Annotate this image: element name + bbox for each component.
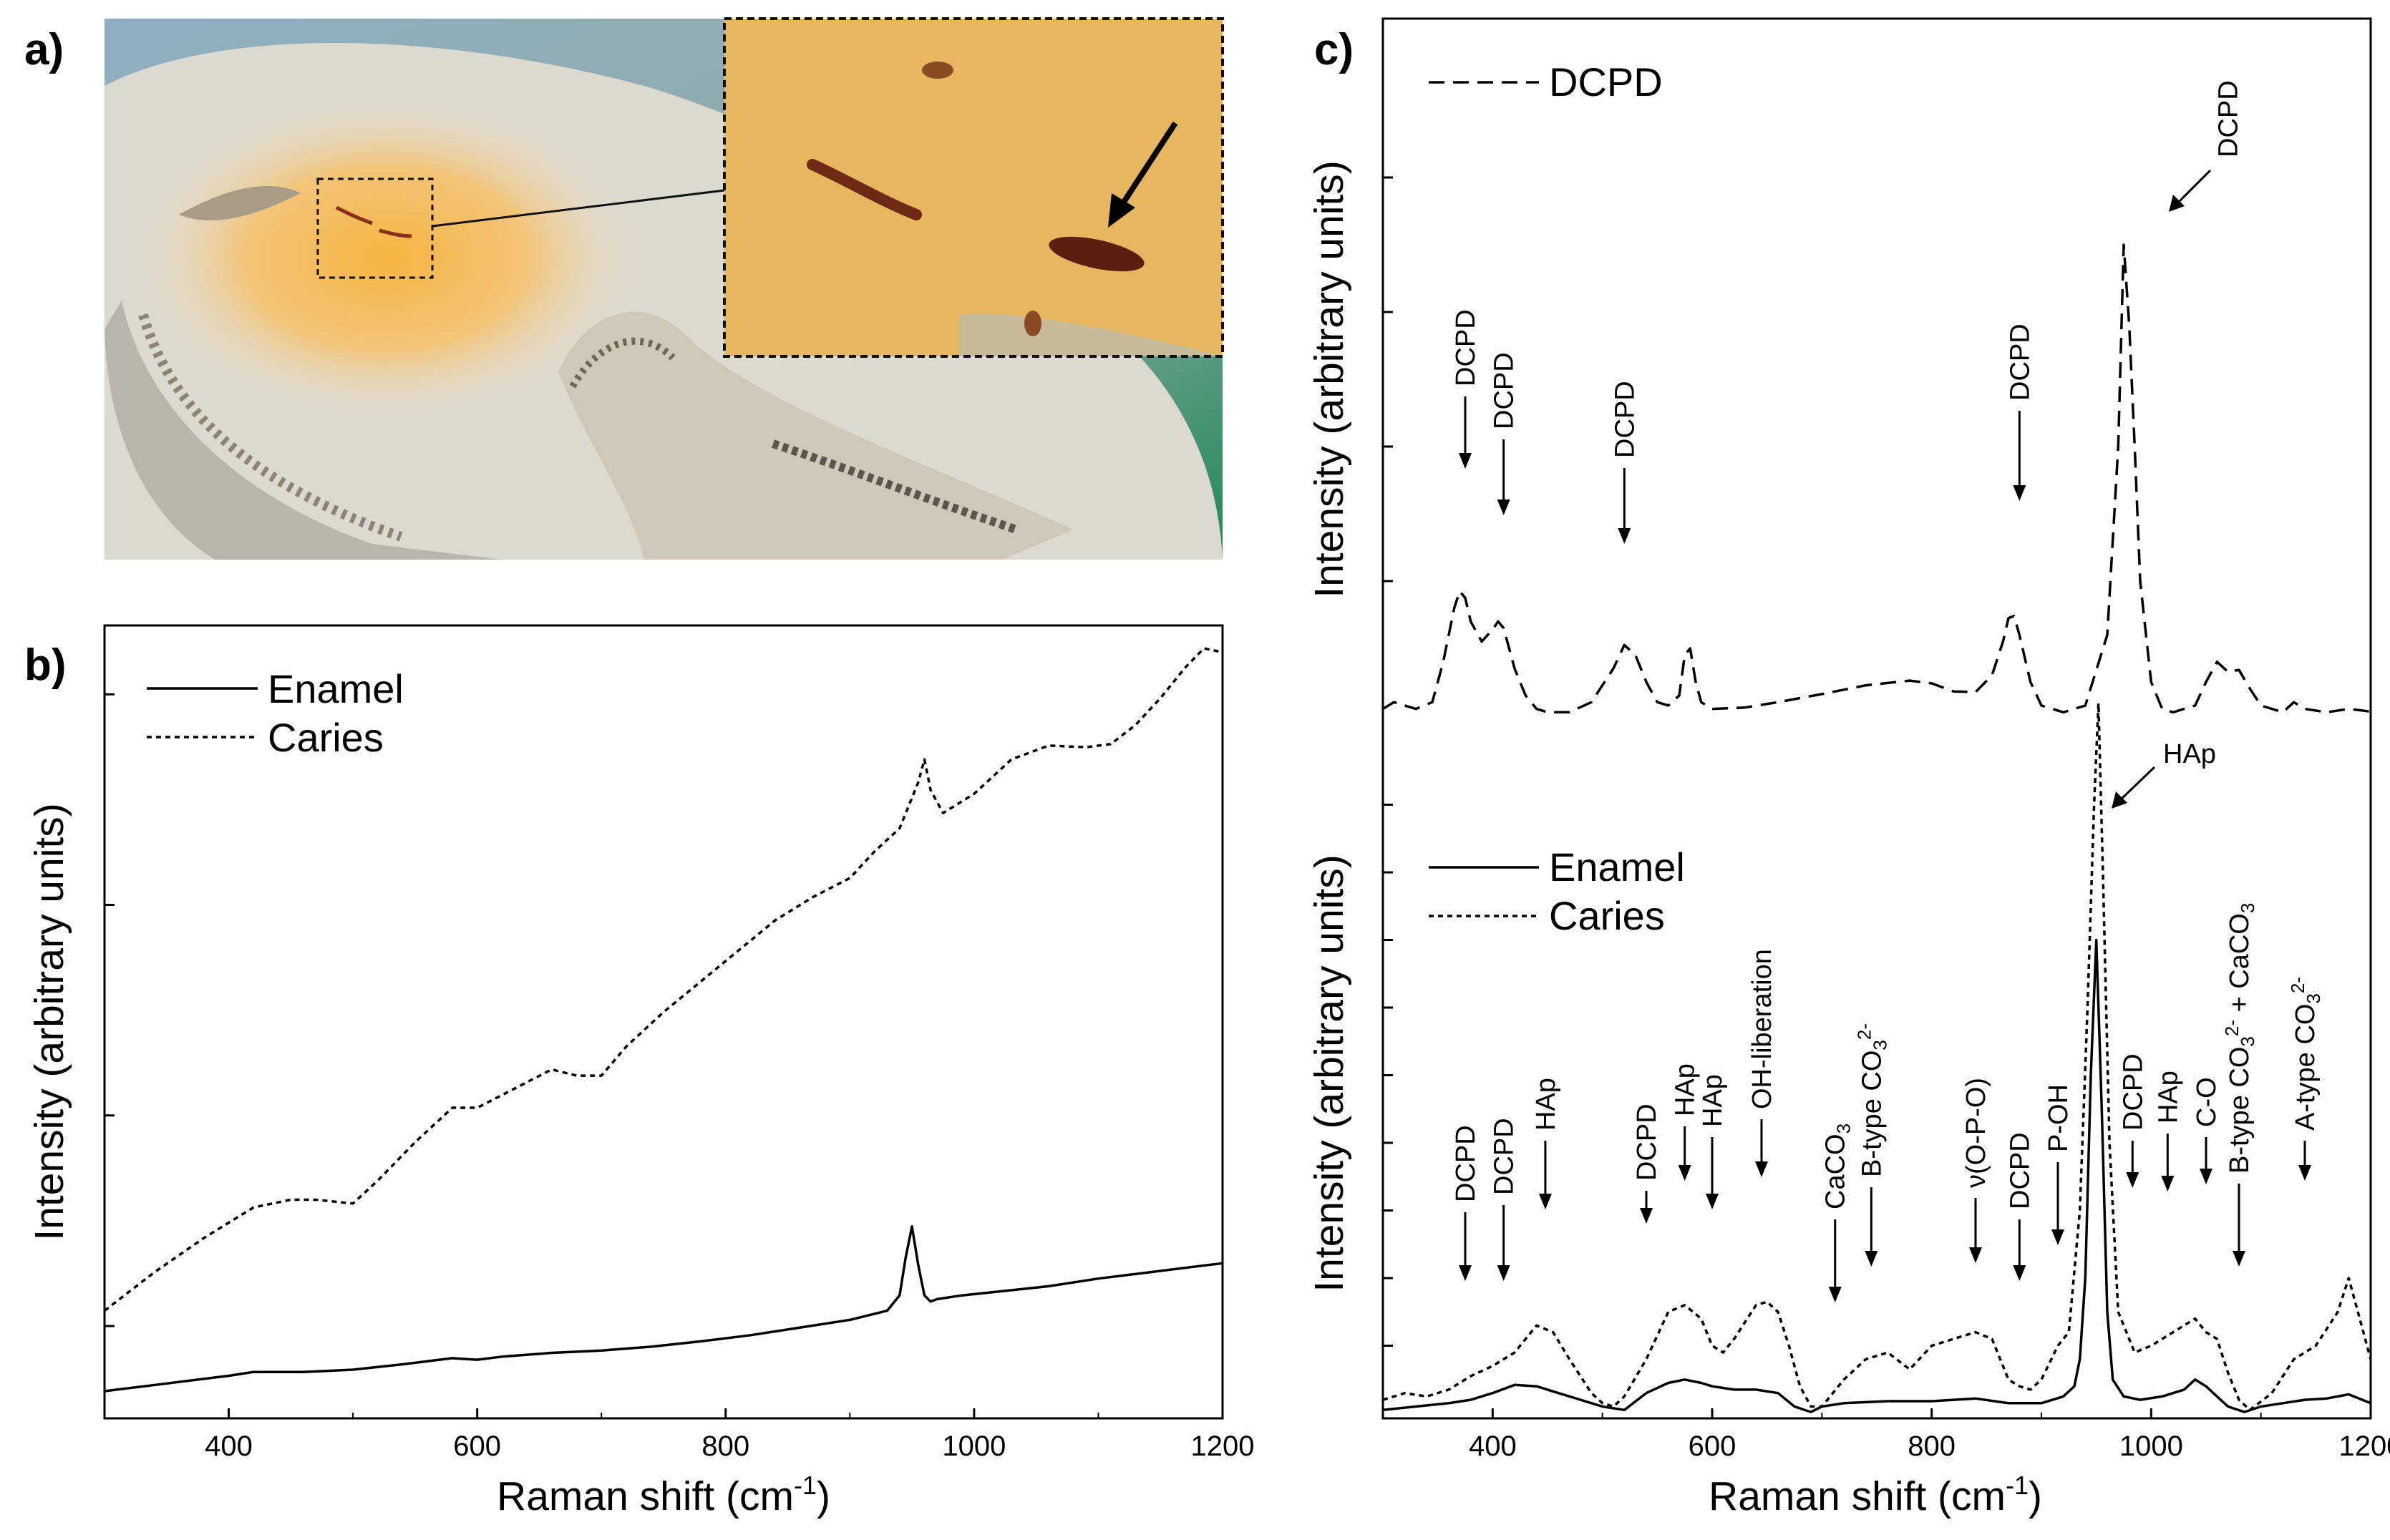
panel-b-x-axis-label: Raman shift (cm-1): [497, 1471, 830, 1519]
c-top-annotation-arrow-0-head: [1459, 453, 1472, 469]
panel-c-bottom-y-axis-label: Intensity (arbitrary units): [1306, 854, 1352, 1292]
legend-dcpd-label: DCPD: [1549, 59, 1663, 104]
panel-b-x-ticks: 400 600 800 1000 1200: [104, 1408, 1255, 1462]
panel-c-chart: 400 600 800 1000 1200 DCPD DCPD DCPD DCPD DCPD DC…: [1306, 17, 2390, 1519]
c-top-annotation-label-0: DCPD: [1451, 309, 1481, 386]
b-xtick-label-2: 800: [701, 1431, 749, 1462]
panel-c-y-ticks: [1383, 176, 1393, 1347]
c-bottom-series-enamel: [1382, 938, 2371, 1413]
b-series-enamel: [104, 1225, 1223, 1393]
c-bottom-annotation-label-12: DCPD: [2118, 1053, 2148, 1131]
c-bottom-annotation-arrow-11-head: [2051, 1229, 2064, 1245]
c-top-annotation-label-4: DCPD: [2214, 80, 2244, 157]
c-bottom-annotation-label-11: P-OH: [2044, 1084, 2074, 1152]
c-top-annotation-arrow-head-4: [2169, 195, 2185, 212]
c-bottom-annotation-label-6: OH-liberation: [1747, 949, 1777, 1109]
panel-c-x-ticks: 400 600 800 1000 1200: [1382, 1408, 2390, 1462]
c-bottom-annotation-label-5: HAp: [1698, 1074, 1728, 1127]
panel-c-series: [1382, 243, 2372, 1413]
c-bottom-annotation-arrow-2-head: [1538, 1194, 1552, 1209]
c-bottom-annotation-arrow-17: [2119, 766, 2156, 801]
panel-label-a: a): [24, 25, 64, 74]
panel-c-frame: [1381, 17, 2372, 1420]
panel-b-series: [103, 647, 1223, 1393]
c-bottom-annotation-label-10: DCPD: [2005, 1132, 2035, 1209]
c-xtick-label-1: 600: [1689, 1431, 1736, 1462]
b-xtick-label-3: 1000: [942, 1431, 1006, 1462]
legend-c-enamel-label: Enamel: [1549, 844, 1685, 890]
c-bottom-annotation-label-15: B-type CO32- + CaCO3: [2221, 903, 2258, 1174]
c-bottom-annotation-label-2: HAp: [1531, 1078, 1561, 1131]
c-bottom-annotation-arrow-1-head: [1497, 1265, 1510, 1281]
c-xtick-label-4: 1200: [2339, 1431, 2390, 1462]
legend-c-caries-label: Caries: [1549, 893, 1665, 938]
panel-c-top-y-axis-label: Intensity (arbitrary units): [1306, 160, 1352, 598]
c-bottom-annotation-label-3: DCPD: [1632, 1103, 1662, 1181]
c-bottom-annotation-arrow-0-head: [1459, 1265, 1472, 1281]
c-top-annotation-arrow-2-head: [1618, 528, 1631, 544]
c-bottom-annotation-arrow-12-head: [2126, 1172, 2139, 1188]
c-xtick-label-3: 1000: [2119, 1431, 2183, 1462]
c-bottom-annotation-label-9: ν(O-P-O): [1961, 1078, 1991, 1188]
c-bottom-annotation-arrow-6-head: [1755, 1161, 1768, 1177]
c-bottom-annotation-label-13: HAp: [2153, 1071, 2183, 1124]
c-bottom-annotation-arrow-16-head: [2298, 1165, 2311, 1181]
c-bottom-annotation-label-14: C-O: [2192, 1077, 2222, 1127]
c-xtick-label-0: 400: [1469, 1431, 1517, 1462]
b-xtick-label-1: 600: [453, 1431, 501, 1462]
c-bottom-annotation-arrow-9-head: [1969, 1247, 1982, 1263]
b-series-caries: [103, 647, 1223, 1312]
c-bottom-annotation-arrow-7-head: [1828, 1287, 1842, 1302]
c-bottom-annotation-label-4: HAp: [1671, 1063, 1701, 1116]
c-top-annotation-label-1: DCPD: [1490, 352, 1520, 429]
c-top-annotation-label-3: DCPD: [2005, 323, 2035, 401]
panel-b-chart: 400 600 800 1000 1200 Enamel Caries Intensit…: [26, 624, 1255, 1519]
tooth-section-photo: [105, 17, 1224, 560]
b-xtick-label-4: 1200: [1191, 1431, 1255, 1462]
legend-caries-label: Caries: [268, 715, 384, 760]
c-bottom-annotation-arrow-3-head: [1640, 1208, 1653, 1224]
c-top-annotation-arrow-3-head: [2013, 485, 2026, 501]
c-bottom-annotation-label-17: HAp: [2163, 739, 2216, 769]
panel-b-frame: [103, 624, 1224, 1420]
c-bottom-annotation-arrow-13-head: [2161, 1176, 2175, 1191]
c-bottom-annotation-label-0: DCPD: [1451, 1125, 1481, 1202]
c-bottom-annotation-arrow-head-17: [2112, 791, 2127, 809]
c-bottom-annotation-label-1: DCPD: [1490, 1118, 1520, 1195]
c-bottom-annotation-arrow-5-head: [1706, 1194, 1719, 1209]
panel-b-y-ticks: [105, 693, 115, 1327]
c-top-annotation-arrow-1-head: [1497, 499, 1510, 515]
c-bottom-annotation-arrow-8-head: [1865, 1251, 1878, 1267]
c-bottom-series-caries: [1382, 702, 2372, 1412]
c-top-annotation-label-2: DCPD: [1610, 381, 1640, 458]
c-bottom-annotation-label-8: B-type CO32-: [1853, 1023, 1890, 1177]
panel-label-c: c): [1314, 25, 1354, 74]
c-bottom-annotation-arrow-4-head: [1678, 1165, 1691, 1181]
c-bottom-annotation-label-7: CaCO3: [1821, 1124, 1855, 1209]
c-bottom-annotation-arrow-10-head: [2013, 1265, 2026, 1281]
panel-label-b: b): [24, 640, 67, 690]
c-bottom-annotation-label-16: A-type CO32-: [2287, 977, 2324, 1131]
c-top-series-dcpd: [1382, 243, 2371, 714]
c-bottom-annotation-arrow-14-head: [2200, 1169, 2212, 1184]
c-xtick-label-2: 800: [1908, 1431, 1956, 1462]
legend-enamel-label: Enamel: [268, 666, 404, 711]
panel-b-y-axis-label: Intensity (arbitrary units): [26, 803, 72, 1240]
panel-c-x-axis-label: Raman shift (cm-1): [1709, 1471, 2042, 1519]
b-xtick-label-0: 400: [205, 1431, 253, 1462]
c-top-annotation-arrow-4: [2176, 169, 2212, 205]
c-bottom-annotation-arrow-15-head: [2233, 1251, 2245, 1267]
